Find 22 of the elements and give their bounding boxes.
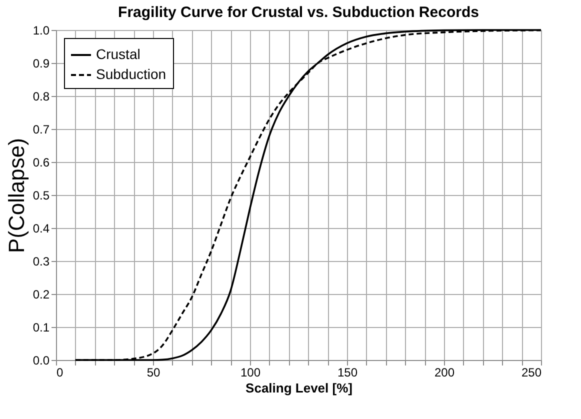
- y-tick-label: 1.0: [32, 24, 50, 38]
- y-tick-label: 0.9: [32, 56, 50, 70]
- legend-label: Crustal: [96, 46, 140, 62]
- x-tick-label: 150: [337, 366, 358, 380]
- legend-label: Subduction: [96, 66, 166, 82]
- x-tick-label: 200: [434, 366, 455, 380]
- y-tick-label: 0.2: [32, 288, 50, 302]
- y-tick-label: 0.7: [32, 122, 50, 136]
- y-tick-label: 0.6: [32, 156, 50, 170]
- y-tick-label: 0.5: [32, 188, 50, 202]
- y-tick-label: 0.4: [32, 222, 50, 236]
- x-tick-label: 100: [240, 366, 261, 380]
- y-tick-label: 0.8: [32, 90, 50, 104]
- chart-title: Fragility Curve for Crustal vs. Subduction Records: [118, 4, 479, 21]
- x-tick-label: 250: [521, 366, 542, 380]
- x-tick-label: 50: [146, 366, 160, 380]
- x-tick-label: 0: [56, 366, 64, 380]
- x-axis-title: Scaling Level [%]: [246, 380, 352, 396]
- y-tick-label: 0.1: [32, 320, 50, 334]
- y-tick-label: 0.3: [32, 254, 50, 268]
- y-axis-title: P(Collapse): [4, 138, 29, 253]
- y-tick-label: 0.0: [32, 354, 50, 368]
